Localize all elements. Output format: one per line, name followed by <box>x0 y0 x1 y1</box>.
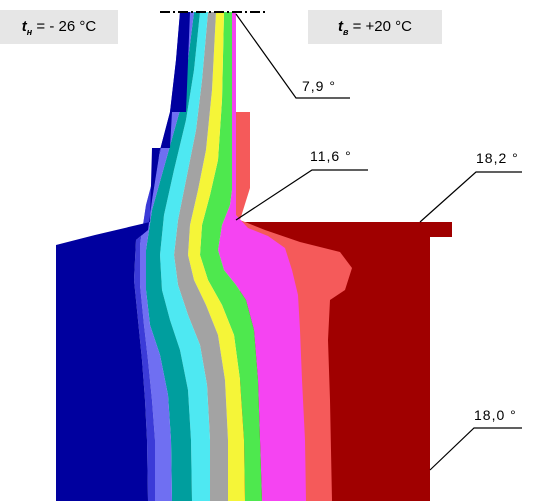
isotherm-zone-3 <box>140 12 194 501</box>
inside-temp-subscript: в <box>343 27 349 37</box>
inside-temperature-label: tв = +20 °C <box>308 10 442 44</box>
isotherm-zone-1 <box>56 12 190 501</box>
isotherm-zone-7 <box>188 12 245 501</box>
outside-temp-subscript: н <box>26 27 33 37</box>
annotation-top-temp: 7,9 ° <box>302 78 336 94</box>
inside-temp-value: = +20 °C <box>352 18 412 35</box>
annotation-bottom-temp: 18,0 ° <box>474 407 517 423</box>
leader-line-corner <box>235 169 368 221</box>
outside-temp-value: = - 26 °C <box>36 18 97 35</box>
isotherm-zone-6 <box>174 12 228 501</box>
outside-temp-symbol: t <box>21 18 27 35</box>
inside-temp-symbol: t <box>338 18 343 35</box>
annotation-corner-temp: 11,6 ° <box>310 148 352 164</box>
isotherm-zone-4 <box>146 12 200 501</box>
isotherm-zone-8 <box>200 12 262 501</box>
outside-temperature-label: tн = - 26 °C <box>0 10 118 44</box>
isotherm-zone-2 <box>134 12 186 501</box>
leader-line-ledge <box>419 171 522 223</box>
leader-line-top <box>235 13 350 99</box>
leader-line-bottom <box>429 427 522 471</box>
isotherm-zone-9 <box>218 12 306 501</box>
isotherm-zone-5 <box>160 12 210 501</box>
annotation-ledge-temp: 18,2 ° <box>476 150 519 166</box>
